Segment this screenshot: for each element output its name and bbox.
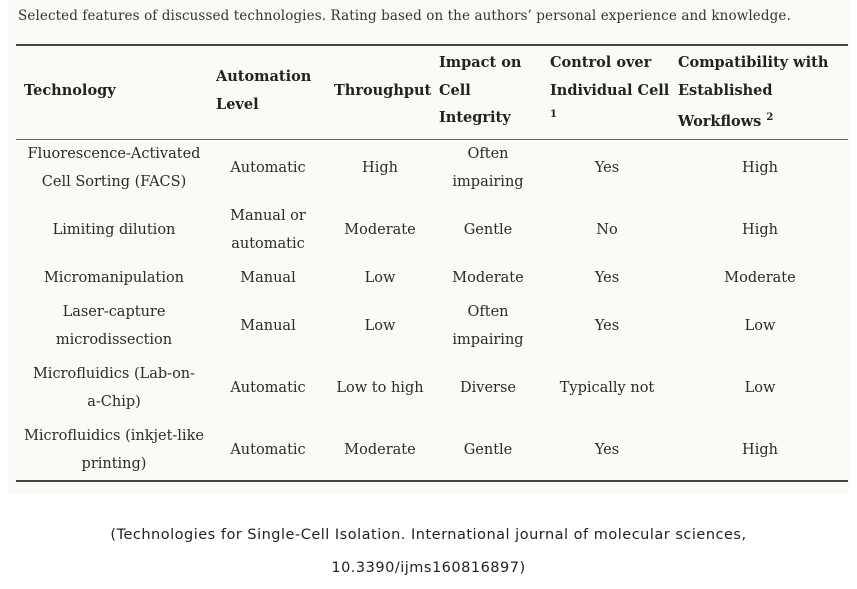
cell-technology: Microfluidics (Lab-on-a-Chip) — [32, 366, 196, 410]
cell-control: Typically not — [559, 380, 655, 396]
cell-compatibility: Low — [744, 318, 776, 334]
cell-technology: Microfluidics (inkjet-like printing) — [24, 428, 204, 472]
citation-line-1: (Technologies for Single-Cell Isolation.… — [110, 527, 747, 543]
cell-impact: Diverse — [460, 380, 516, 396]
cell-compatibility: Moderate — [724, 270, 796, 286]
cell-impact: Gentle — [463, 222, 513, 238]
cell-impact: Moderate — [452, 270, 524, 286]
cell-technology: Fluorescence-Activated Cell Sorting (FACS… — [27, 146, 201, 190]
cell-technology: Micromanipulation — [43, 270, 185, 286]
cell-automation: Automatic — [230, 380, 306, 396]
cell-throughput: Low — [364, 270, 396, 286]
header-technology: Technology — [24, 82, 116, 99]
header-throughput: Throughput — [334, 82, 432, 99]
cell-compatibility: High — [742, 222, 778, 238]
cell-control: Yes — [594, 442, 620, 458]
cell-compatibility: High — [742, 442, 778, 458]
cell-throughput: Moderate — [344, 442, 416, 458]
cell-compatibility: High — [742, 160, 778, 176]
table-top-rule — [16, 44, 848, 46]
table-caption: Selected features of discussed technolog… — [18, 8, 791, 24]
cell-automation: Manual or automatic — [230, 208, 306, 252]
cell-impact: Often impairing — [452, 146, 524, 190]
cell-compatibility: Low — [744, 380, 776, 396]
cell-technology: Laser-capture microdissection — [55, 304, 173, 348]
cell-automation: Manual — [240, 270, 296, 286]
citation-line-2: 10.3390/ijms160816897) — [331, 560, 526, 576]
cell-impact: Often impairing — [452, 304, 524, 348]
cell-automation: Automatic — [230, 160, 306, 176]
cell-throughput: High — [362, 160, 398, 176]
cell-control: Yes — [594, 318, 620, 334]
header-automation: Automation Level — [216, 68, 312, 113]
table-panel — [8, 0, 849, 494]
cell-throughput: Low — [364, 318, 396, 334]
header-divider — [16, 139, 848, 140]
table-bottom-rule — [16, 480, 848, 482]
header-control: Control over Individual Cell 1 — [550, 54, 670, 120]
header-compatibility: Compatibility with Established Workflows… — [678, 54, 829, 130]
cell-control: Yes — [594, 270, 620, 286]
cell-impact: Gentle — [463, 442, 513, 458]
cell-throughput: Low to high — [336, 380, 424, 396]
cell-technology: Limiting dilution — [52, 222, 176, 238]
cell-throughput: Moderate — [344, 222, 416, 238]
header-impact: Impact on Cell Integrity — [439, 54, 522, 126]
cell-control: No — [596, 222, 618, 238]
cell-control: Yes — [594, 160, 620, 176]
cell-automation: Automatic — [230, 442, 306, 458]
cell-automation: Manual — [240, 318, 296, 334]
